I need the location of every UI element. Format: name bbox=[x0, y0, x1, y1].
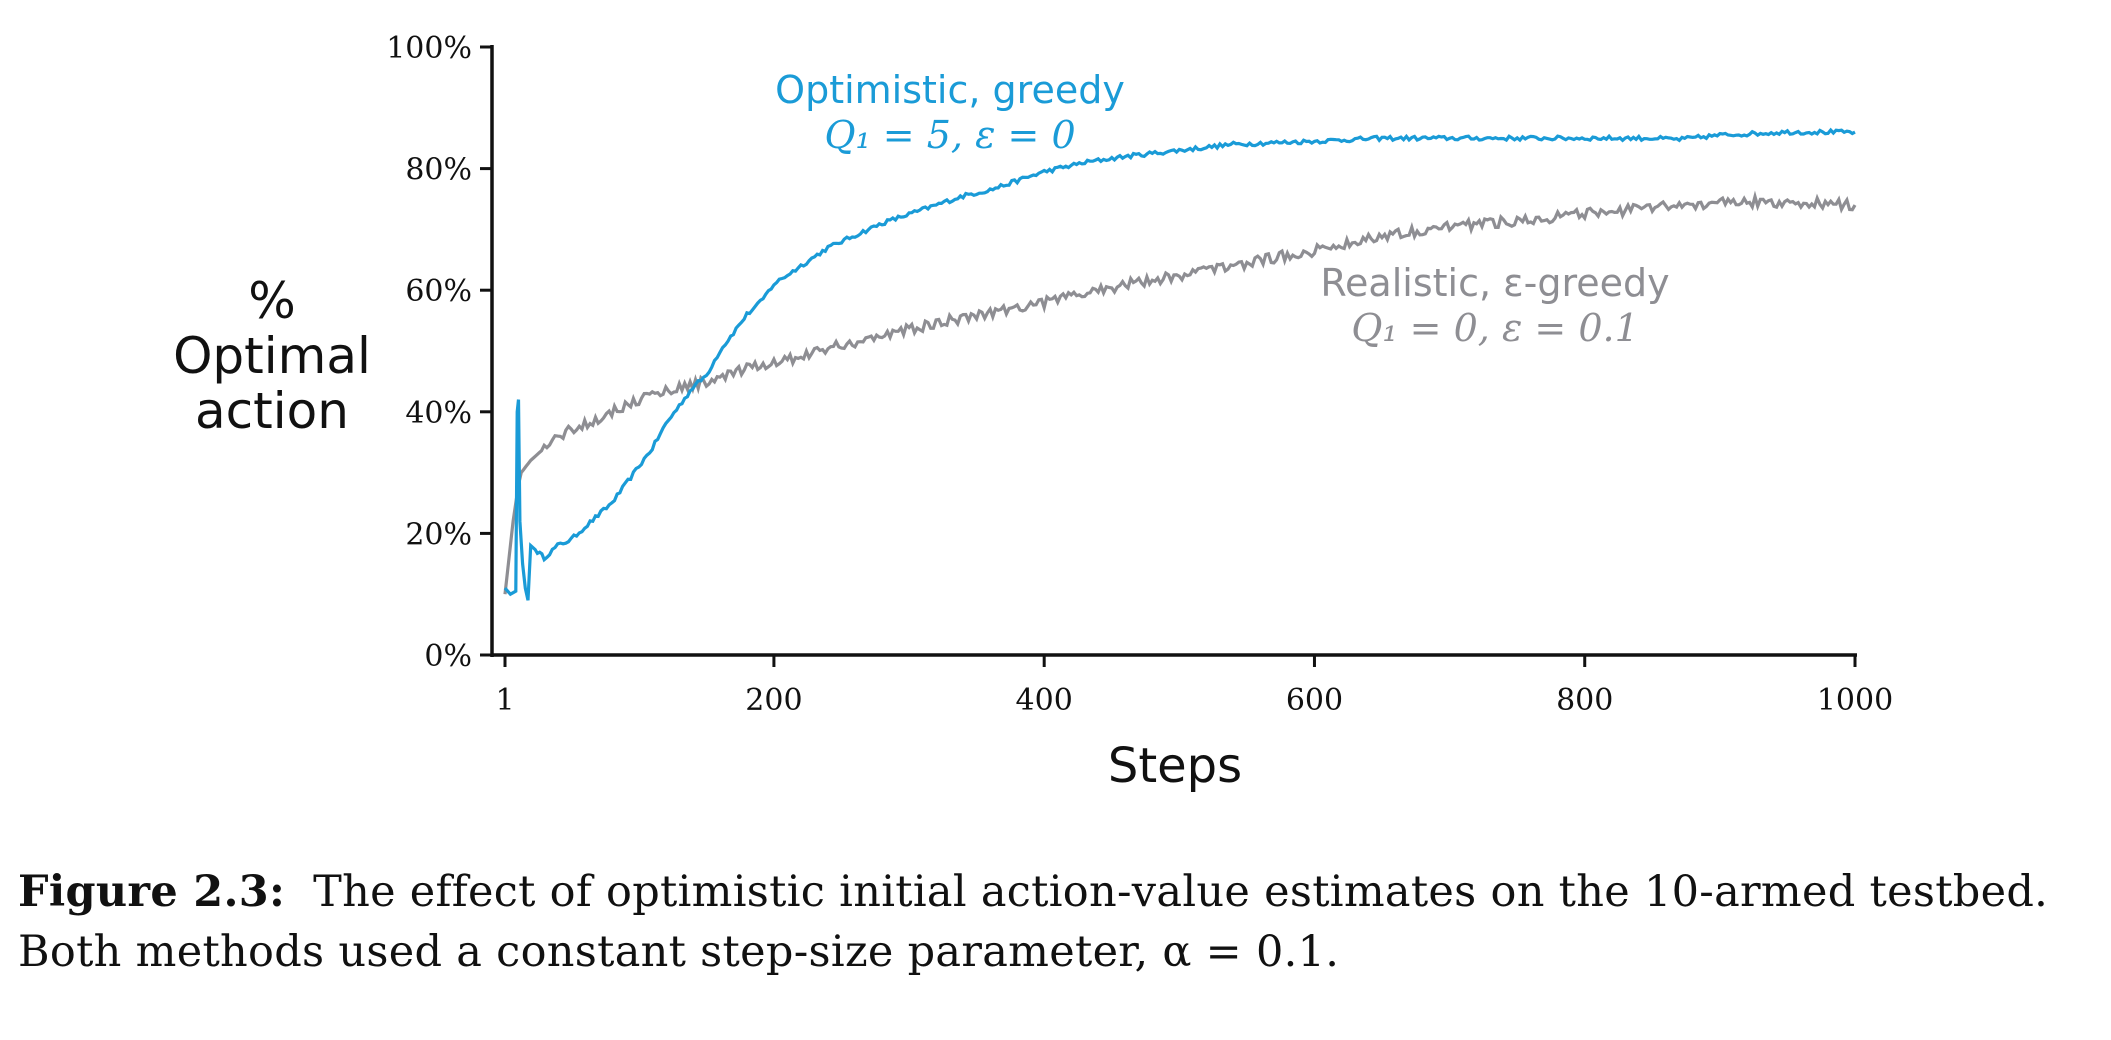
x-tick-label: 1000 bbox=[1817, 683, 1893, 718]
y-axis-label-line-3: action bbox=[195, 382, 349, 440]
x-tick-label: 800 bbox=[1556, 683, 1613, 718]
chart: 0% 20% 40% 60% 80% 100% 1 200 400 600 800 1000 % O… bbox=[173, 31, 1893, 794]
x-tick-label: 600 bbox=[1286, 683, 1343, 718]
caption-line-2: Both methods used a constant step-size p… bbox=[18, 927, 1340, 977]
x-axis-label: Steps bbox=[1108, 738, 1242, 794]
series-line-realistic bbox=[503, 190, 1857, 595]
series-params-realistic: Q₁ = 0, ε = 0.1 bbox=[1351, 306, 1639, 350]
y-tick-label: 20% bbox=[405, 517, 472, 552]
y-tick-label: 60% bbox=[405, 274, 472, 309]
x-axis-ticks: 1 200 400 600 800 1000 bbox=[495, 655, 1893, 718]
x-tick-label: 1 bbox=[495, 683, 514, 718]
x-tick-label: 200 bbox=[745, 683, 802, 718]
series-annotation-realistic: Realistic, ε-greedy bbox=[1320, 261, 1669, 305]
y-axis-ticks: 0% 20% 40% 60% 80% 100% bbox=[386, 31, 492, 674]
y-tick-label: 80% bbox=[405, 153, 472, 188]
y-tick-label: 40% bbox=[405, 396, 472, 431]
series-annotation-optimistic: Optimistic, greedy bbox=[775, 68, 1125, 112]
caption-text-1: The effect of optimistic initial action-… bbox=[313, 867, 2049, 917]
series-line-optimistic bbox=[503, 127, 1856, 601]
y-tick-label: 100% bbox=[386, 31, 472, 66]
x-tick-label: 400 bbox=[1016, 683, 1073, 718]
caption-label: Figure 2.3: bbox=[18, 867, 286, 917]
series-params-optimistic: Q₁ = 5, ε = 0 bbox=[824, 113, 1075, 157]
y-tick-label: 0% bbox=[424, 639, 472, 674]
figure-caption: Figure 2.3: The effect of optimistic ini… bbox=[18, 862, 2098, 982]
y-axis-label-line-2: Optimal bbox=[173, 327, 371, 385]
caption-line-1: Figure 2.3: The effect of optimistic ini… bbox=[18, 862, 2098, 922]
y-axis-label-line-1: % bbox=[248, 272, 296, 330]
